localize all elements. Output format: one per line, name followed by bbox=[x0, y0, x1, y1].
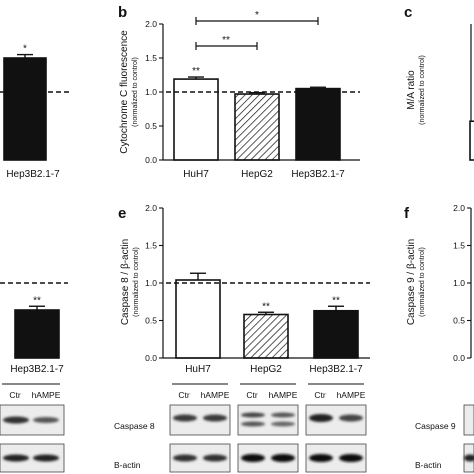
blot-e-1-top bbox=[237, 404, 299, 436]
bar-e-0 bbox=[175, 279, 221, 359]
cat-d-0: Hep3B2.1-7 bbox=[10, 364, 64, 375]
blot-lane-e-1-ctr: Ctr bbox=[246, 390, 258, 400]
blot-e-1-top-band2-ctr bbox=[241, 421, 265, 427]
bar-e-2 bbox=[313, 309, 359, 359]
ytick-label-e-1: 0.5 bbox=[145, 316, 157, 326]
sig-0-0: * bbox=[23, 44, 27, 55]
bar-b-0 bbox=[173, 78, 219, 161]
blot-lane-e-2-hampe: hAMPE bbox=[337, 390, 366, 400]
ytick-label-b-0: 0.0 bbox=[145, 155, 157, 165]
blot-e-0-top-band-hampe bbox=[203, 414, 227, 422]
blot-row-bactin-f: B-actin bbox=[415, 460, 442, 470]
cat-b-1: HepG2 bbox=[241, 169, 273, 180]
ytick-label-b-4: 2.0 bbox=[145, 19, 157, 29]
blot-lane-e-2-ctr: Ctr bbox=[314, 390, 326, 400]
ytick-label-b-1: 0.5 bbox=[145, 121, 157, 131]
ytick-label-b-3: 1.5 bbox=[145, 53, 157, 63]
ylabel-sub-f: (normalized to control) bbox=[419, 247, 426, 317]
ylabel-sub-f-group: (normalized to control) bbox=[419, 247, 426, 317]
panel-label-c: c bbox=[404, 4, 412, 21]
panel-label-b: b bbox=[118, 4, 127, 21]
ylabel-sub-e: (normalized to control) bbox=[133, 247, 140, 317]
blot-f-top bbox=[463, 404, 474, 436]
blot-e-1-top-band-ctr bbox=[241, 412, 265, 418]
blot-row-caspase8: Caspase 8 bbox=[114, 421, 155, 431]
bar-e-1 bbox=[243, 313, 289, 359]
ylabel-f-group: Caspase 9 / β-actin bbox=[406, 239, 417, 325]
blot-e-2-bottom-band-hampe bbox=[339, 454, 363, 462]
bracket-b-0: * bbox=[195, 10, 319, 25]
cat-b-2: Hep3B2.1-7 bbox=[291, 169, 345, 180]
ylabel-sub-c-group: (normalized to control) bbox=[419, 55, 426, 125]
ylabel-c-group: M/A ratio bbox=[406, 70, 417, 110]
cat-e-1: HepG2 bbox=[250, 364, 282, 375]
blot-e-2-bottom-band-ctr bbox=[309, 454, 333, 462]
ytick-label-f-4: 2.0 bbox=[453, 203, 465, 213]
blot-row-caspase9: Caspase 9 bbox=[415, 421, 456, 431]
ytick-label-f-1: 0.5 bbox=[453, 316, 465, 326]
ylabel-c: M/A ratio bbox=[406, 70, 417, 110]
bracket-b-0-label: * bbox=[255, 10, 259, 21]
sig-e-2: ** bbox=[332, 295, 340, 306]
bar-3-0 bbox=[14, 309, 60, 359]
blot-e-0-top-band-ctr bbox=[173, 414, 197, 422]
sig-3-0: ** bbox=[33, 295, 41, 306]
chart-marks: * 0.0 0.5 1.0 1.5 2.0 ** ** 0.0 0.5 1.0 1.5 2.0 ** ** 0… bbox=[0, 19, 474, 363]
bar-b-1 bbox=[234, 93, 280, 161]
blot-e-2-top-band-ctr bbox=[309, 414, 333, 422]
cat-e-0: HuH7 bbox=[185, 364, 211, 375]
ylabel-sub-b: (normalized to control) bbox=[132, 57, 139, 127]
ytick-label-e-3: 1.5 bbox=[145, 241, 157, 251]
cat-b-0: HuH7 bbox=[183, 169, 209, 180]
blot-e-2-top-band-hampe bbox=[339, 414, 363, 422]
blot-lane-e-0-ctr: Ctr bbox=[178, 390, 190, 400]
blot-lane-d-hampe: hAMPE bbox=[32, 390, 61, 400]
ylabel-sub-e-group: (normalized to control) bbox=[133, 247, 140, 317]
sig-b-0: ** bbox=[192, 66, 200, 77]
blot-e-1-top-band2-hampe bbox=[271, 421, 295, 427]
bar-b-2 bbox=[295, 87, 341, 161]
ytick-label-f-0: 0.0 bbox=[453, 353, 465, 363]
ylabel-sub-b-group: (normalized to control) bbox=[132, 57, 139, 127]
ylabel-b-group: Cytochrome C fluorescence bbox=[119, 30, 130, 154]
panel-label-f: f bbox=[404, 205, 410, 222]
ylabel-e: Caspase 8 / β-actin bbox=[120, 239, 131, 325]
cat-e-2: Hep3B2.1-7 bbox=[309, 364, 363, 375]
blot-d-bottom-band-ctr bbox=[3, 454, 29, 462]
blot-e-1-top-band-hampe bbox=[271, 412, 295, 418]
blot-row-bactin-e: B-actin bbox=[114, 460, 141, 470]
ylabel-f: Caspase 9 / β-actin bbox=[406, 239, 417, 325]
sig-e-1: ** bbox=[262, 301, 270, 312]
ylabel-b: Cytochrome C fluorescence bbox=[119, 30, 130, 154]
blot-d-bottom-band-hampe bbox=[33, 454, 59, 462]
ytick-label-e-2: 1.0 bbox=[145, 278, 157, 288]
blot-e-0-bottom-band-hampe bbox=[203, 454, 227, 462]
blot-lane-d-ctr: Ctr bbox=[9, 390, 21, 400]
ylabel-sub-c: (normalized to control) bbox=[419, 55, 426, 125]
ytick-label-f-3: 1.5 bbox=[453, 241, 465, 251]
blot-f-bottom-band bbox=[464, 454, 474, 462]
blot-d-top-band-hampe bbox=[33, 417, 59, 423]
ytick-label-b-2: 1.0 bbox=[145, 87, 157, 97]
ytick-label-e-4: 2.0 bbox=[145, 203, 157, 213]
ytick-label-e-0: 0.0 bbox=[145, 353, 157, 363]
ytick-label-f-2: 1.0 bbox=[453, 278, 465, 288]
blot-lane-e-0-hampe: hAMPE bbox=[201, 390, 230, 400]
ylabel-e-group: Caspase 8 / β-actin bbox=[120, 239, 131, 325]
bar-0-0 bbox=[3, 57, 47, 161]
blot-e-1-bottom-band-ctr bbox=[241, 454, 265, 462]
blot-d-top-band-ctr bbox=[3, 416, 29, 424]
panel-label-e: e bbox=[118, 205, 126, 222]
cat-a-0: Hep3B2.1-7 bbox=[6, 169, 60, 180]
bar-c-0 bbox=[469, 120, 474, 161]
bracket-b-1: ** bbox=[195, 35, 258, 50]
blot-e-0-bottom-band-ctr bbox=[173, 454, 197, 462]
bracket-b-1-label: ** bbox=[222, 35, 230, 46]
blot-lane-e-1-hampe: hAMPE bbox=[269, 390, 298, 400]
blot-e-1-bottom-band-hampe bbox=[271, 454, 295, 462]
